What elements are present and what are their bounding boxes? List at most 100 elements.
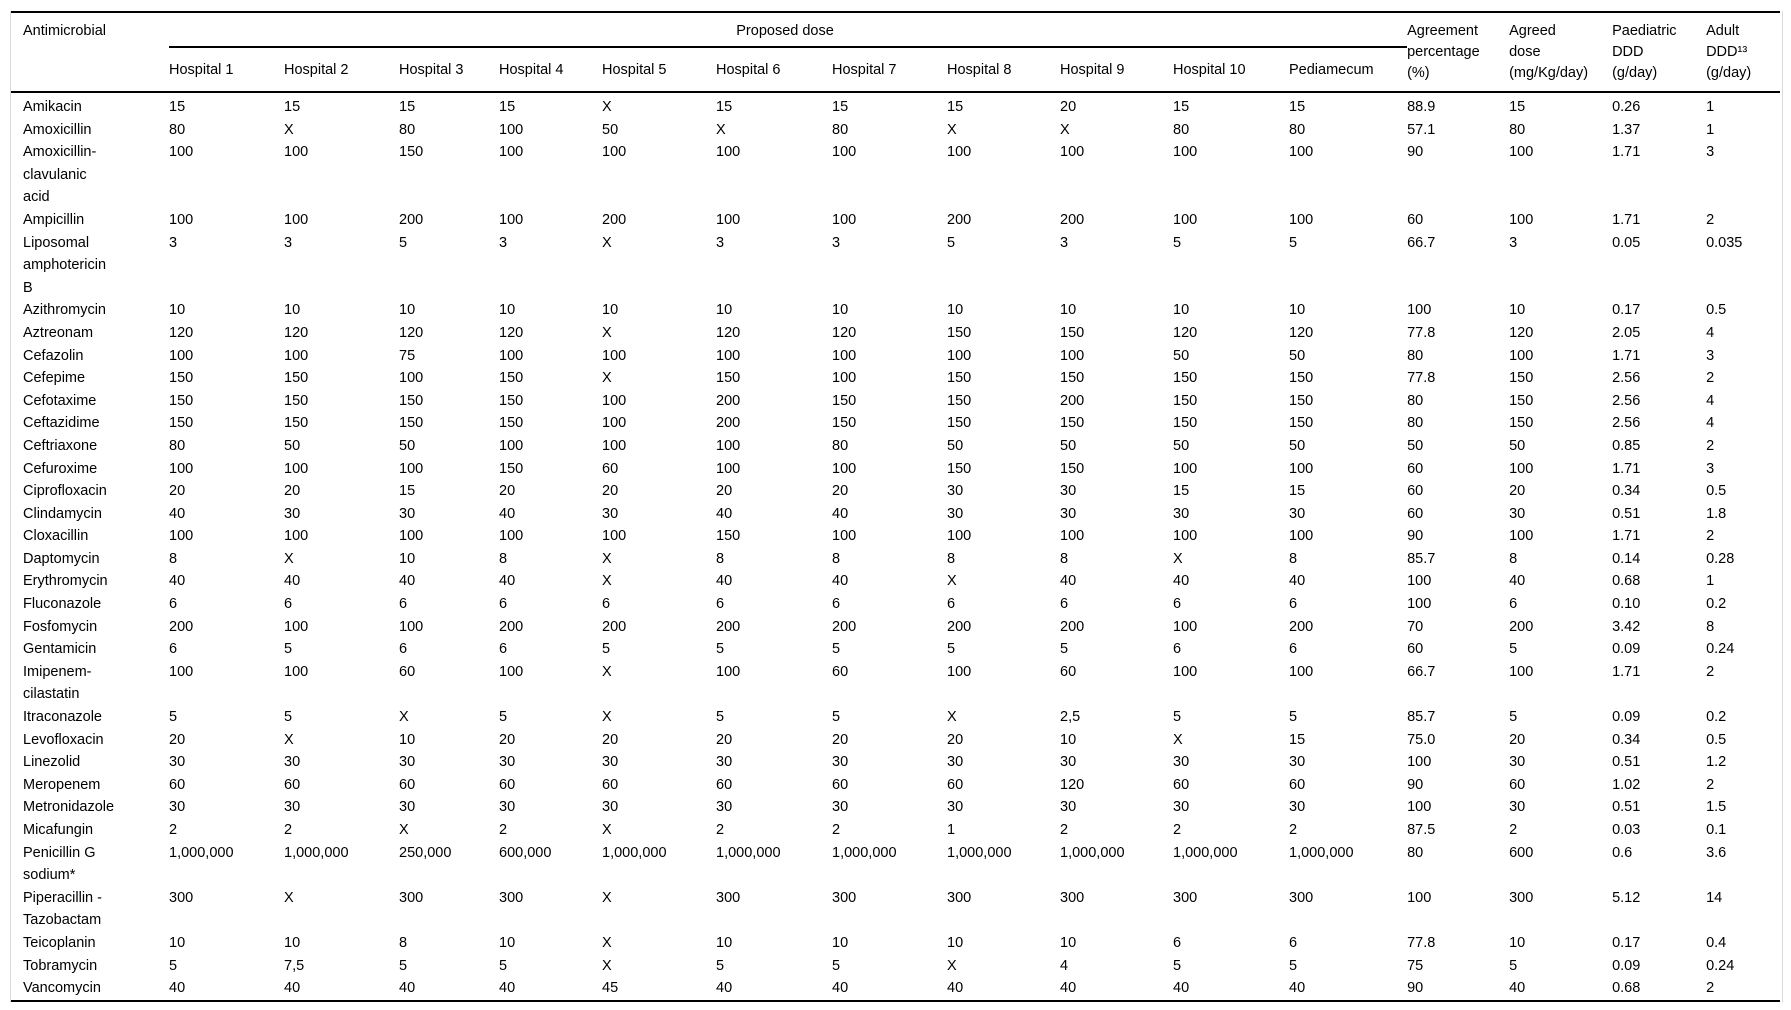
dose-value: 20 — [832, 731, 849, 748]
dose-value: 100 — [716, 663, 741, 680]
dose-value: 3 — [832, 234, 841, 251]
table-row: Fosfomycin 200 100 100 200 200 200 200 200 200 100… — [11, 616, 1780, 639]
antimicrobial-name: Erythromycin — [23, 573, 108, 590]
antimicrobial-name: Ciprofloxacin — [23, 483, 107, 500]
column-header-pediamecum: Pediamecum — [1289, 62, 1374, 78]
dose-value: 2 — [716, 822, 725, 838]
agreement-value: 77.8 — [1407, 324, 1436, 341]
dose-value: 40 — [399, 573, 416, 590]
dose-value: 6 — [169, 596, 178, 613]
dose-value: 300 — [1060, 889, 1085, 906]
dose-value: X — [602, 370, 612, 387]
agreed-dose-value: 30 — [1509, 754, 1526, 771]
antimicrobial-name: Levofloxacin — [23, 731, 104, 748]
dose-value: 200 — [716, 618, 741, 635]
dose-value: 100 — [169, 663, 194, 680]
table-row: Liposomal amphotericin B 3 3 5 3 X 3 3 5 3 5 5 66.7 3… — [11, 232, 1780, 300]
agreed-dose-value: 30 — [1509, 799, 1526, 816]
dose-value: 150 — [947, 460, 972, 477]
agreed-dose-value: 20 — [1509, 731, 1526, 748]
dose-value: 40 — [1060, 573, 1077, 590]
antimicrobial-name: Imipenem- cilastatin — [23, 663, 92, 703]
adult-ddd-value: 1.5 — [1706, 799, 1727, 816]
dose-value: 5 — [716, 957, 725, 974]
dose-value: 600,000 — [499, 844, 552, 861]
table-row: Vancomycin 40 40 40 40 45 40 40 40 40 40 40 90 40 0.68… — [11, 977, 1780, 1001]
dose-value: 2 — [284, 822, 293, 838]
dose-value: 30 — [716, 754, 733, 771]
dose-value: 5 — [499, 957, 508, 974]
adult-ddd-value: 2 — [1706, 528, 1715, 545]
dose-value: 40 — [169, 573, 186, 590]
dose-value: 100 — [284, 347, 309, 364]
dose-value: 200 — [716, 392, 741, 409]
dose-value: 100 — [1173, 618, 1198, 635]
dose-value: 30 — [947, 505, 964, 522]
dose-value: 50 — [602, 121, 619, 138]
antimicrobial-name: Daptomycin — [23, 550, 100, 567]
dose-value: 100 — [1173, 663, 1198, 680]
column-header-adult-ddd: Adult DDD¹³ (g/day) — [1706, 23, 1752, 81]
dose-value: 40 — [169, 505, 186, 522]
dose-value: 3 — [169, 234, 178, 251]
table-row: Cefazolin 100 100 75 100 100 100 100 100 100 50 50 8… — [11, 345, 1780, 368]
agreed-dose-value: 5 — [1509, 709, 1518, 726]
antimicrobial-name: Amoxicillin- clavulanic acid — [23, 144, 97, 206]
agreed-dose-value: 100 — [1509, 663, 1534, 680]
agreed-dose-value: 150 — [1509, 415, 1534, 432]
antimicrobial-name: Azithromycin — [23, 302, 106, 319]
dose-value: 100 — [716, 211, 741, 228]
dose-value: 200 — [399, 211, 424, 228]
dose-value: 6 — [499, 641, 508, 658]
agreement-value: 60 — [1407, 505, 1424, 522]
dose-value: 5 — [399, 234, 408, 251]
dose-value: X — [602, 663, 612, 680]
dose-value: 150 — [499, 460, 524, 477]
table-row: Teicoplanin 10 10 8 10 X 10 10 10 10 6 6 77.8 10 0.17 0… — [11, 932, 1780, 955]
column-header-hospital-5: Hospital 5 — [602, 62, 667, 78]
adult-ddd-value: 1.2 — [1706, 754, 1727, 771]
dose-value: 100 — [602, 415, 627, 432]
dose-value: X — [602, 324, 612, 341]
dose-value: 2 — [1173, 822, 1182, 838]
dose-value: 80 — [399, 121, 416, 138]
antimicrobial-name: Aztreonam — [23, 324, 94, 341]
dose-value: X — [947, 573, 957, 590]
dose-value: 6 — [399, 641, 408, 658]
paediatric-ddd-value: 0.51 — [1612, 799, 1641, 816]
dose-value: 2 — [1060, 822, 1069, 838]
adult-ddd-value: 0.24 — [1706, 641, 1735, 658]
adult-ddd-value: 4 — [1706, 324, 1715, 341]
dose-value: 100 — [1060, 347, 1085, 364]
dose-value: 40 — [1289, 980, 1306, 997]
table-row: Cefotaxime 150 150 150 150 100 200 150 150 200 150… — [11, 390, 1780, 413]
dose-value: 100 — [1060, 528, 1085, 545]
dose-value: 60 — [1060, 663, 1077, 680]
dose-value: 150 — [499, 392, 524, 409]
dose-value: 100 — [1173, 528, 1198, 545]
dose-value: 6 — [284, 596, 293, 613]
agreement-value: 60 — [1407, 211, 1424, 228]
dose-value: X — [602, 573, 612, 590]
table-row: Imipenem- cilastatin 100 100 60 100 X 100 60 100… — [11, 661, 1780, 706]
dose-value: 120 — [832, 324, 857, 341]
dose-value: 30 — [1060, 799, 1077, 816]
dose-value: 1,000,000 — [716, 844, 781, 861]
paediatric-ddd-value: 0.51 — [1612, 505, 1641, 522]
dose-value: 5 — [832, 641, 841, 658]
dose-value: 6 — [1289, 934, 1298, 951]
dose-value: 100 — [1173, 460, 1198, 477]
dose-value: 150 — [1060, 324, 1085, 341]
dose-value: 20 — [499, 483, 516, 500]
antimicrobial-name: Teicoplanin — [23, 934, 96, 951]
adult-ddd-value: 0.24 — [1706, 957, 1735, 974]
dose-value: 300 — [832, 889, 857, 906]
dose-value: 30 — [1060, 505, 1077, 522]
dose-value: 100 — [602, 144, 627, 161]
paediatric-ddd-value: 1.71 — [1612, 211, 1641, 228]
agreed-dose-value: 2 — [1509, 822, 1518, 838]
table-row: Tobramycin 5 7,5 5 5 X 5 5 X 4 5 5 75 5 0.09 0.24 — [11, 955, 1780, 978]
agreed-dose-value: 6 — [1509, 596, 1518, 613]
dose-value: 30 — [716, 799, 733, 816]
dose-value: 100 — [602, 528, 627, 545]
